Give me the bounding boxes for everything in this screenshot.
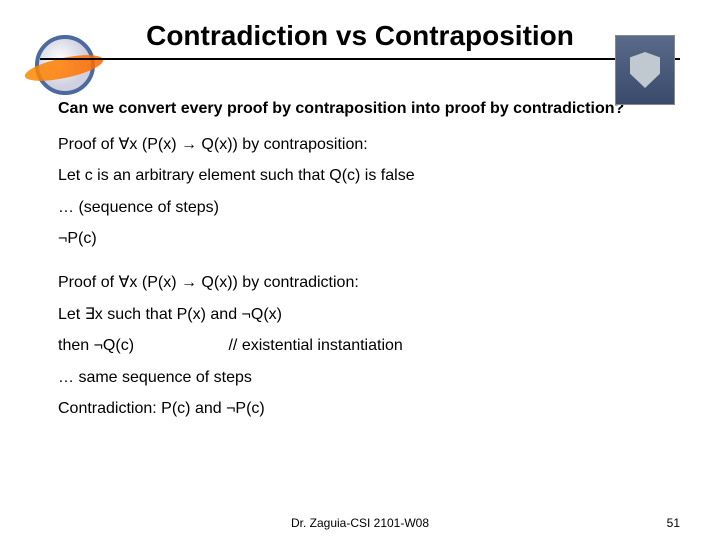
proof2-contradiction: Contradiction: P(c) and ¬P(c) (58, 398, 670, 420)
footer-author: Dr. Zaguia-CSI 2101-W08 (291, 516, 429, 530)
proof2-header: Proof of ∀x (P(x) → Q(x)) by contradicti… (58, 272, 670, 294)
page-title: Contradiction vs Contraposition (0, 20, 720, 52)
proof1-conclusion: ¬P(c) (58, 228, 670, 250)
proof1-header: Proof of ∀x (P(x) → Q(x)) by contraposit… (58, 134, 670, 156)
footer-page-number: 51 (667, 516, 680, 530)
slide-content: Can we convert every proof by contraposi… (0, 68, 720, 420)
proof1-let: Let c is an arbitrary element such that … (58, 165, 670, 187)
crest-shield-icon (630, 52, 660, 88)
logo-left (30, 30, 100, 100)
proof1-steps: … (sequence of steps) (58, 197, 670, 219)
proof2-steps: … same sequence of steps (58, 367, 670, 389)
proof2-then: then ¬Q(c) // existential instantiation (58, 335, 670, 357)
proof2-then-text: then ¬Q(c) (58, 337, 134, 354)
logo-right-crest (615, 35, 675, 105)
question-text: Can we convert every proof by contraposi… (58, 98, 670, 120)
proof2-let: Let ∃x such that P(x) and ¬Q(x) (58, 304, 670, 326)
proof2-comment: // existential instantiation (228, 335, 402, 357)
title-underline (40, 58, 680, 60)
